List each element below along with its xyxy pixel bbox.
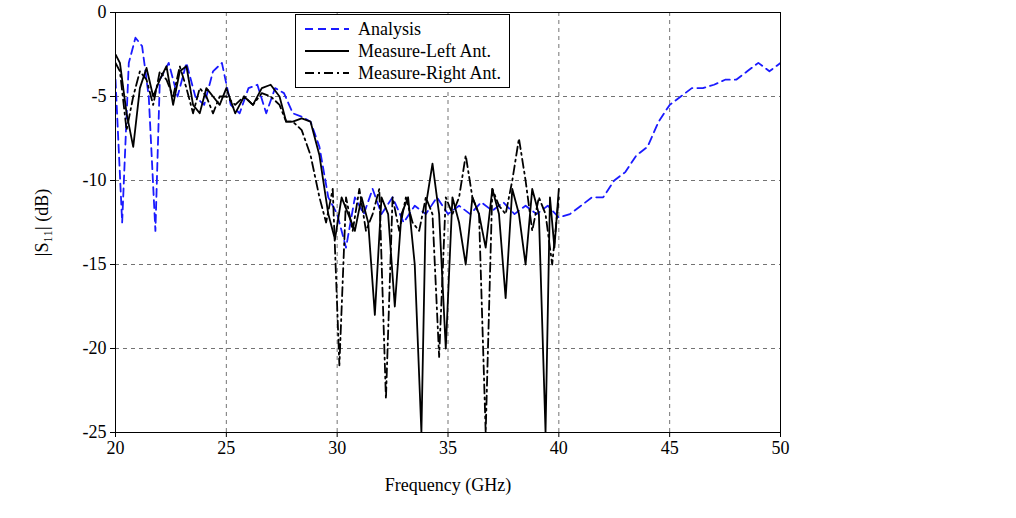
- svg-text:25: 25: [217, 438, 235, 458]
- svg-text:20: 20: [107, 438, 125, 458]
- html-text:Measure-Left Ant.: Measure-Left Ant.: [358, 41, 491, 61]
- svg-text:-15: -15: [83, 254, 107, 274]
- html-text:Measure-Right Ant.: Measure-Right Ant.: [358, 63, 501, 83]
- svg-text:-10: -10: [83, 170, 107, 190]
- svg-text:0: 0: [98, 2, 107, 22]
- svg-text:-25: -25: [83, 422, 107, 442]
- html-text:Analysis: Analysis: [358, 19, 421, 39]
- svg-text:35: 35: [439, 438, 457, 458]
- svg-text:50: 50: [772, 438, 790, 458]
- svg-text:40: 40: [550, 438, 568, 458]
- svg-text:-20: -20: [83, 338, 107, 358]
- svg-text:|S₁₁| (dB): |S₁₁| (dB): [32, 189, 53, 256]
- svg-text:Frequency (GHz): Frequency (GHz): [385, 475, 511, 496]
- svg-text:30: 30: [328, 438, 346, 458]
- svg-text:45: 45: [661, 438, 679, 458]
- svg-text:-5: -5: [92, 86, 107, 106]
